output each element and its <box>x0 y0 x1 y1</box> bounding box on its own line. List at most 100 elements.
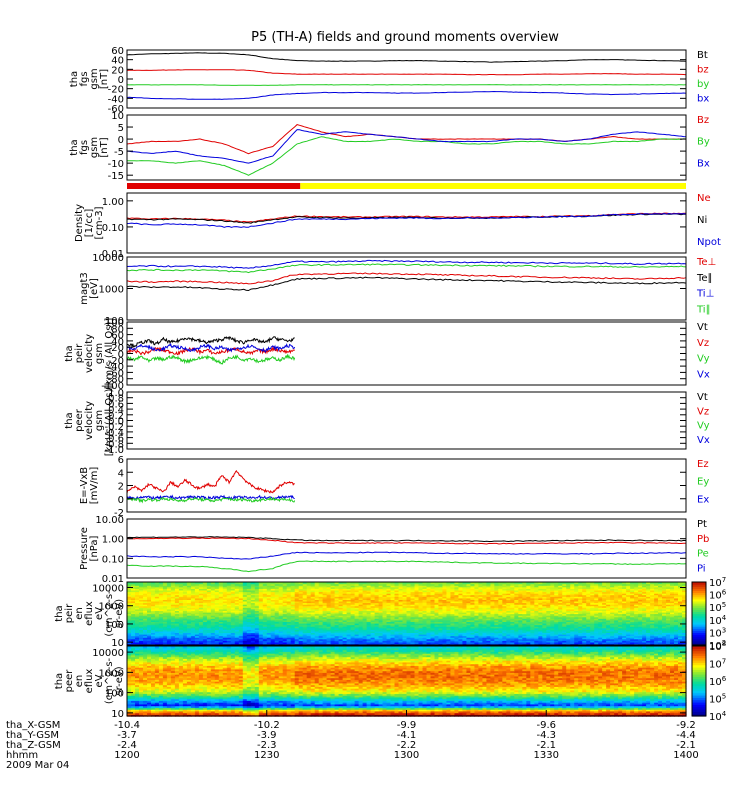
legend: Vt Vz Vy Vx <box>697 322 710 380</box>
legend-entry: Pt <box>697 519 707 530</box>
series-line <box>127 125 686 154</box>
series-line <box>127 53 686 62</box>
legend-entry: Vt <box>697 392 708 403</box>
legend-entry: Npot <box>697 237 721 248</box>
legend-entry: Pe <box>697 549 709 560</box>
mode-bar <box>127 183 686 189</box>
legend-entry: bx <box>697 94 709 105</box>
series-line <box>127 337 295 347</box>
legend-entry: Ez <box>697 459 709 470</box>
y-tick-label: 2 <box>118 482 124 493</box>
series-line <box>127 561 686 572</box>
y-tick-label: -15 <box>108 171 124 182</box>
y-axis-label-line: [nPa] <box>89 535 100 561</box>
y-tick-label: 0 <box>118 495 124 506</box>
y-axis-label-line: [eV] <box>89 278 100 299</box>
series-group <box>127 337 295 364</box>
panel-frame <box>127 322 686 385</box>
series-group <box>127 125 686 176</box>
y-ticks: 1.00.80.60.40.20.0-0.2-0.4-0.6-0.8-1.0 <box>104 388 686 456</box>
legend: Ez Ey Ex <box>697 459 709 505</box>
legend-entry: Vt <box>697 322 708 333</box>
y-axis-label: Density[1/cc][cm-3] <box>74 204 105 242</box>
legend: Te⊥ Te∥ Ti⊥ Ti∥ <box>696 257 716 315</box>
series-line <box>127 264 686 273</box>
legend-entry: Ti∥ <box>696 304 711 315</box>
panel-peer_vel: 1.00.80.60.40.20.0-0.2-0.4-0.6-0.8-1.0th… <box>64 385 710 457</box>
y-ticks: 1.000.100.01 <box>102 197 686 260</box>
legend-entry: Ex <box>697 494 709 505</box>
y-tick-label: 1000 <box>99 285 124 296</box>
series-line <box>127 92 686 100</box>
series-line <box>127 552 686 559</box>
y-axis-label-line: [cm-3] <box>94 206 105 239</box>
legend-entry: Vy <box>697 421 710 432</box>
series-group <box>127 53 686 100</box>
series-line <box>127 137 686 176</box>
legend-entry: Vx <box>697 435 710 446</box>
y-tick-label: 5 <box>118 123 124 134</box>
y-tick-label: 0.10 <box>102 554 124 565</box>
legend-entry: Vz <box>697 338 709 349</box>
legend-entry: Pi <box>697 563 706 574</box>
panel-frame <box>127 115 686 180</box>
legend-entry: Pb <box>697 534 709 545</box>
legend-entry: Ti⊥ <box>696 289 714 300</box>
panel-frame <box>127 519 686 578</box>
legend-entry: By <box>697 137 710 148</box>
legend-entry: Ey <box>697 477 709 488</box>
y-axis-label: magt3[eV] <box>79 272 100 305</box>
y-ticks: 10.001.000.100.01 <box>95 515 686 585</box>
y-axis-label: Pressure[nPa] <box>79 527 100 570</box>
legend: Pt Pb Pe Pi <box>697 519 709 574</box>
series-group <box>127 537 686 572</box>
y-tick-label: -5 <box>114 147 124 158</box>
legend: Ne Ni Npot <box>697 193 721 248</box>
legend-entry: Vx <box>697 369 710 380</box>
series-line <box>127 538 686 544</box>
series-group <box>127 260 686 290</box>
y-axis-label: E=-VxB[mV/m] <box>79 467 100 505</box>
y-axis-label-line: [km/s (All Qs)] <box>104 385 115 457</box>
legend-entry: Ni <box>697 215 707 226</box>
y-axis-label-line: [nT] <box>99 69 110 89</box>
y-tick-label: 4 <box>118 468 124 479</box>
series-line <box>127 70 686 75</box>
y-tick-label: 10.00 <box>95 515 124 526</box>
y-axis-label-line: [nT] <box>99 137 110 157</box>
series-group <box>127 213 686 227</box>
legend-entry: Ne <box>697 193 711 204</box>
legend-entry: Vy <box>697 354 710 365</box>
y-tick-label: 0 <box>118 135 124 146</box>
legend-entry: Te∥ <box>696 273 713 284</box>
mode-bar-segment <box>300 183 686 189</box>
y-tick-label: 10 <box>111 111 124 122</box>
series-line <box>127 130 686 164</box>
y-tick-label: 1.00 <box>102 535 124 546</box>
y-axis-label-line: [km/s (All Qs)] <box>104 318 115 390</box>
y-tick-label: 6 <box>118 455 124 466</box>
panel-frame <box>127 392 686 449</box>
y-axis-label-line: [mV/m] <box>89 467 100 505</box>
legend-entry: by <box>697 79 709 90</box>
series-line <box>127 260 686 268</box>
legend-entry: bz <box>697 65 709 76</box>
legend-entry: Te⊥ <box>696 257 716 268</box>
